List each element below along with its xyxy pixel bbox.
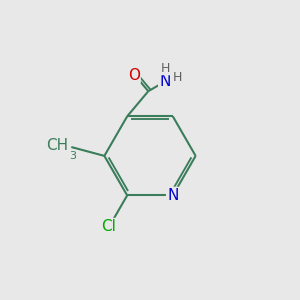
Text: N: N [167,188,178,203]
Text: N: N [159,74,171,89]
Text: 3: 3 [69,151,76,160]
Text: O: O [128,68,140,82]
Text: Cl: Cl [101,219,116,234]
Text: H: H [161,62,170,75]
Text: H: H [172,71,182,84]
Text: CH: CH [46,138,68,153]
